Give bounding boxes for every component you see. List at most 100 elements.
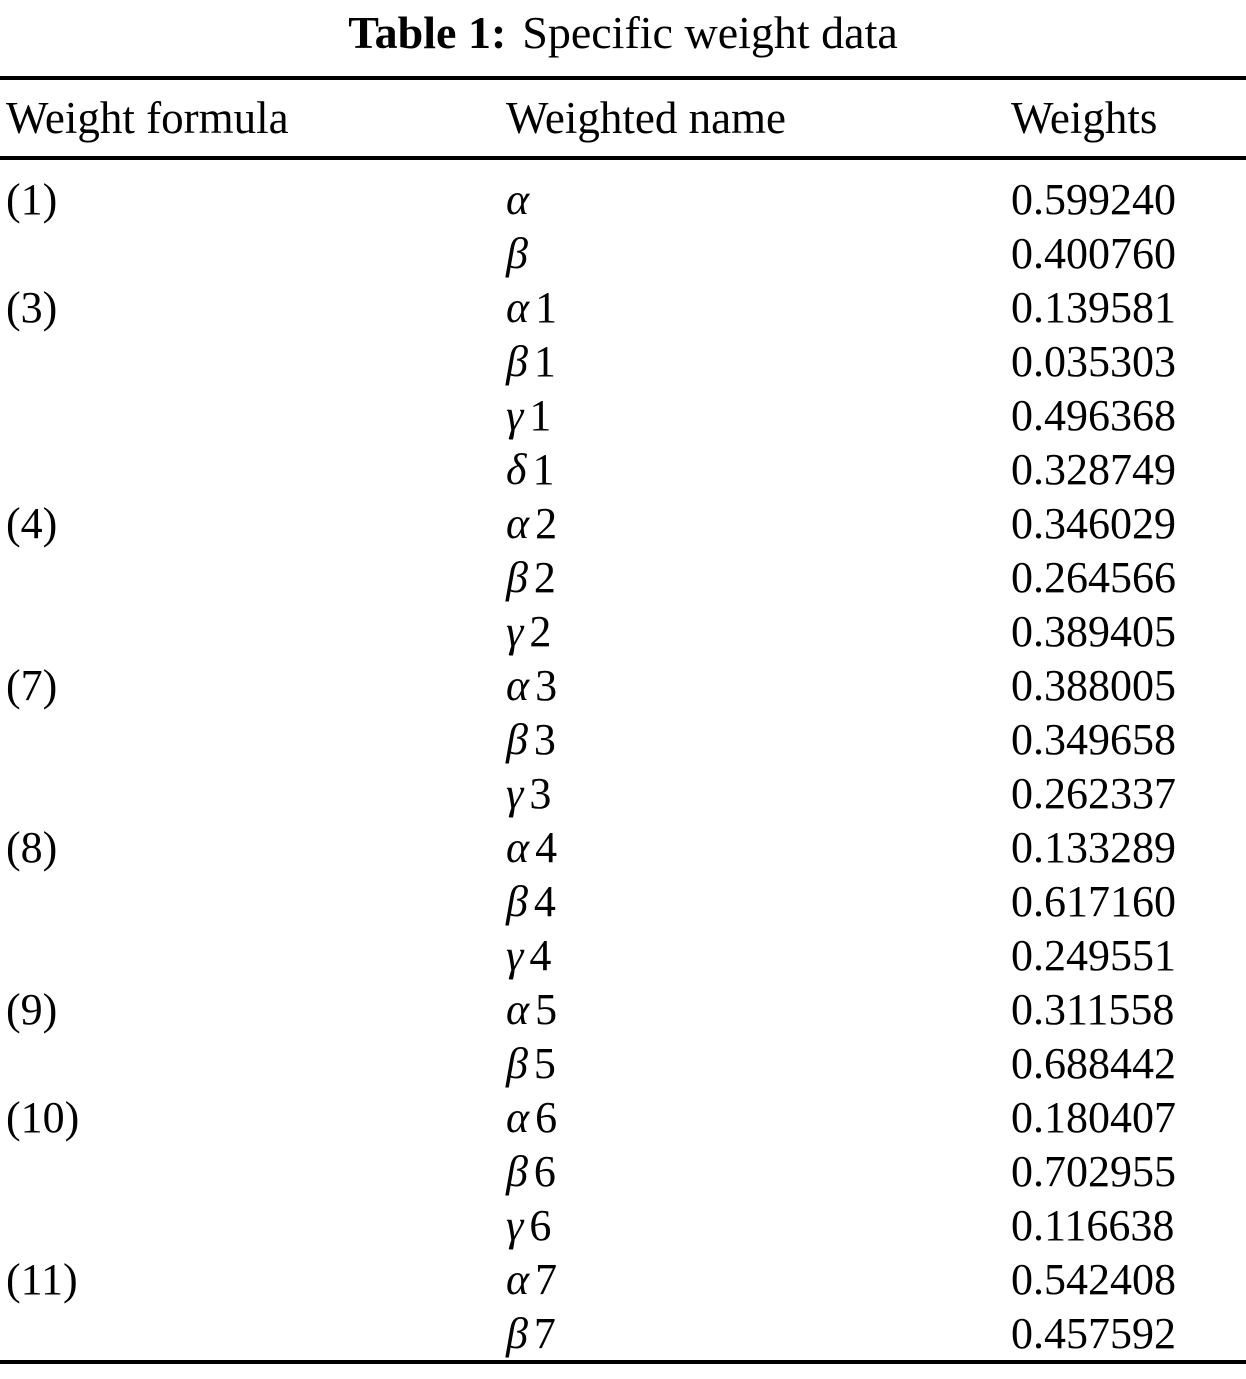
greek-letter: γ bbox=[506, 768, 524, 818]
table-header-row: Weight formula Weighted name Weights bbox=[0, 80, 1246, 156]
formula-cell: (9) bbox=[6, 984, 58, 1034]
weight-value-cell: 0.264566 bbox=[1011, 552, 1176, 602]
greek-letter: δ bbox=[506, 444, 527, 494]
greek-letter: α bbox=[506, 1254, 530, 1304]
greek-letter: β bbox=[506, 228, 528, 278]
greek-index: 6 bbox=[529, 1200, 552, 1250]
greek-letter: γ bbox=[506, 930, 524, 980]
table-bottom-rule bbox=[0, 1360, 1246, 1364]
greek-index: 3 bbox=[529, 768, 552, 818]
greek-index: 1 bbox=[532, 444, 555, 494]
greek-letter: γ bbox=[506, 390, 524, 440]
weight-value-cell: 0.388005 bbox=[1011, 660, 1176, 710]
formula-cell: (3) bbox=[6, 282, 58, 332]
greek-letter: β bbox=[506, 336, 528, 386]
greek-letter: γ bbox=[506, 1200, 524, 1250]
greek-letter: β bbox=[506, 552, 528, 602]
formula-cell: (7) bbox=[6, 660, 58, 710]
weight-value-cell: 0.457592 bbox=[1011, 1308, 1176, 1358]
weight-value-cell: 0.133289 bbox=[1011, 822, 1176, 872]
greek-index: 7 bbox=[533, 1308, 556, 1358]
formula-cell: (1) bbox=[6, 174, 58, 224]
greek-letter: α bbox=[506, 1092, 530, 1142]
greek-index: 4 bbox=[533, 876, 556, 926]
greek-index: 1 bbox=[529, 390, 552, 440]
weighted-name-cell: α bbox=[506, 174, 1011, 225]
greek-index: 5 bbox=[535, 984, 558, 1034]
greek-letter: α bbox=[506, 174, 530, 224]
greek-index: 6 bbox=[535, 1092, 558, 1142]
weight-value-cell: 0.542408 bbox=[1011, 1254, 1176, 1304]
weight-value-cell: 0.496368 bbox=[1011, 390, 1176, 440]
weight-value-cell: 0.328749 bbox=[1011, 444, 1176, 494]
table-caption: Table 1: Specific weight data bbox=[0, 6, 1246, 60]
header-weight-formula: Weight formula bbox=[6, 93, 289, 143]
weight-value-cell: 0.116638 bbox=[1011, 1200, 1175, 1250]
greek-index: 5 bbox=[533, 1038, 556, 1088]
formula-cell: (4) bbox=[6, 498, 58, 548]
greek-index: 3 bbox=[533, 714, 556, 764]
weighted-name-cell: β bbox=[506, 228, 1011, 279]
table-row: (1) α 0.599240 bbox=[0, 172, 1246, 226]
greek-letter: γ bbox=[506, 606, 524, 656]
greek-letter: α bbox=[506, 984, 530, 1034]
greek-letter: α bbox=[506, 660, 530, 710]
greek-letter: β bbox=[506, 1038, 528, 1088]
weight-value-cell: 0.139581 bbox=[1011, 282, 1176, 332]
weight-value-cell: 0.389405 bbox=[1011, 606, 1176, 656]
formula-cell: (8) bbox=[6, 822, 58, 872]
weight-value-cell: 0.035303 bbox=[1011, 336, 1176, 386]
formula-cell: (11) bbox=[6, 1254, 78, 1304]
weight-value-cell: 0.180407 bbox=[1011, 1092, 1176, 1142]
greek-index: 3 bbox=[535, 660, 558, 710]
greek-index: 7 bbox=[535, 1254, 558, 1304]
weight-value-cell: 0.617160 bbox=[1011, 876, 1176, 926]
greek-index: 4 bbox=[529, 930, 552, 980]
header-weighted-name: Weighted name bbox=[506, 93, 787, 143]
greek-index: 1 bbox=[533, 336, 556, 386]
formula-cell: (10) bbox=[6, 1092, 80, 1142]
greek-index: 2 bbox=[535, 498, 558, 548]
header-weights: Weights bbox=[1011, 93, 1158, 143]
weight-value-cell: 0.262337 bbox=[1011, 768, 1176, 818]
table-header-rule bbox=[0, 156, 1246, 160]
greek-letter: α bbox=[506, 282, 530, 332]
weight-value-cell: 0.249551 bbox=[1011, 930, 1176, 980]
greek-index: 6 bbox=[533, 1146, 556, 1196]
weight-value-cell: 0.688442 bbox=[1011, 1038, 1176, 1088]
greek-index: 4 bbox=[535, 822, 558, 872]
table-top-rule bbox=[0, 76, 1246, 80]
table-caption-label: Table 1: bbox=[348, 7, 507, 58]
greek-letter: β bbox=[506, 1308, 528, 1358]
